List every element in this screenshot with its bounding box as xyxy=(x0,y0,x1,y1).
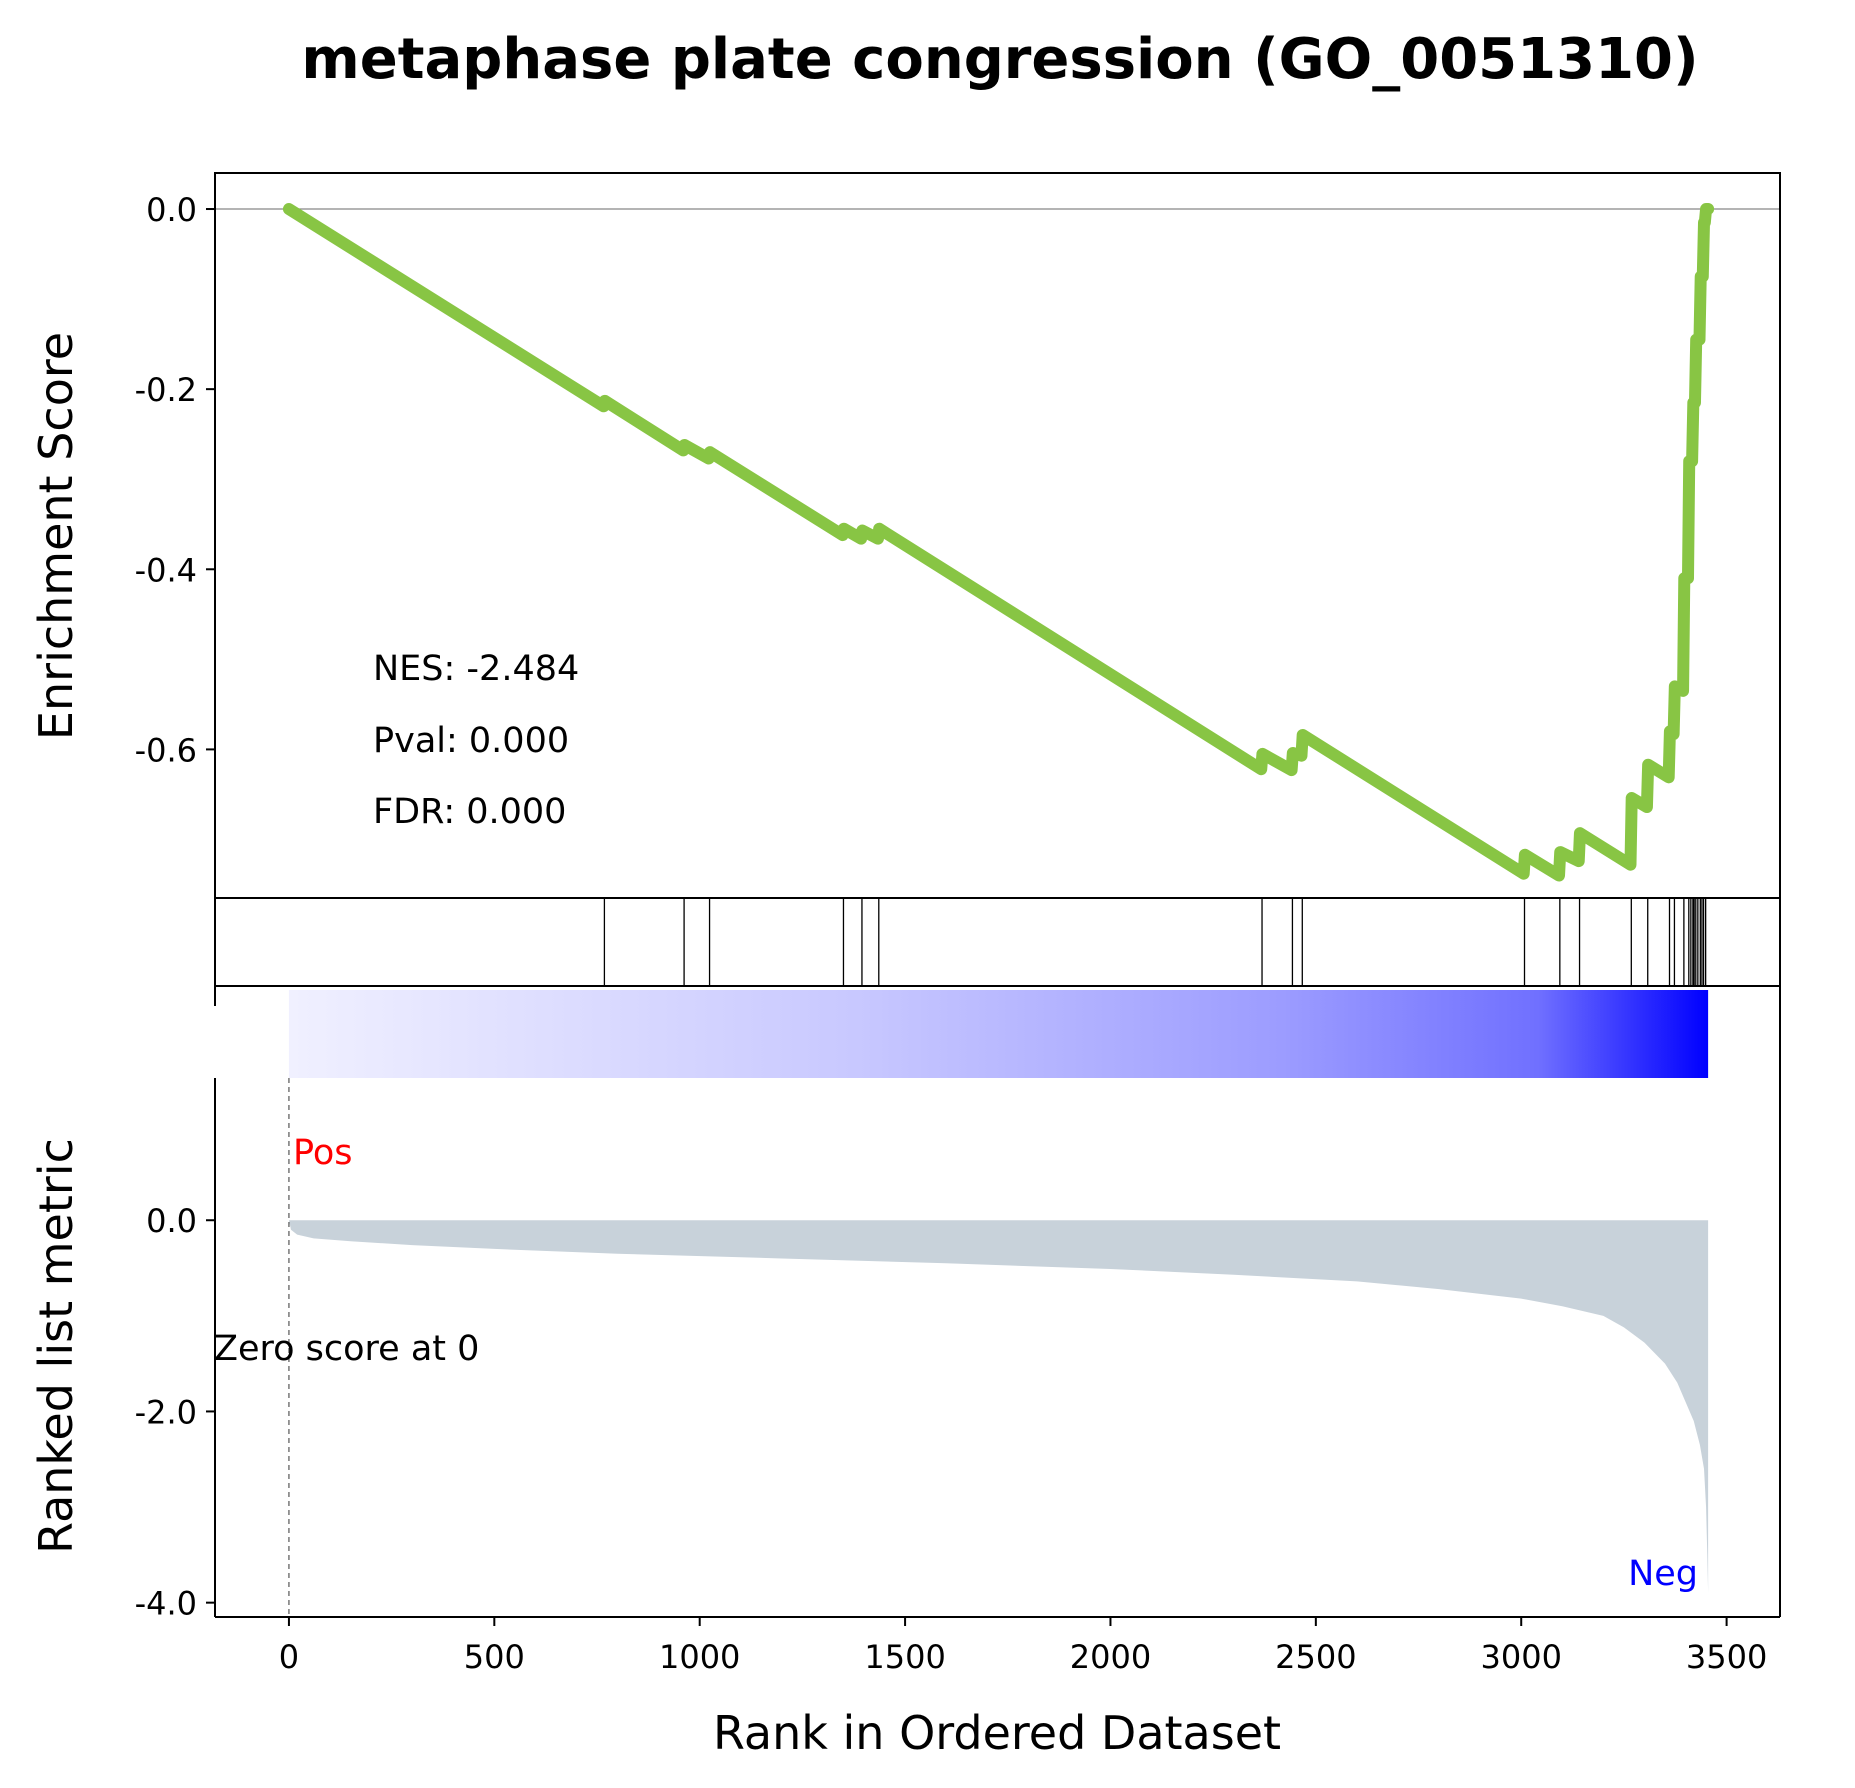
x-tick-label: 3500 xyxy=(1686,1638,1767,1676)
pos-label: Pos xyxy=(293,1133,353,1173)
running-enrichment-score-line xyxy=(282,203,1715,882)
x-tick-label: 2500 xyxy=(1275,1638,1356,1676)
metric-y-tick-label: -2.0 xyxy=(135,1393,197,1431)
es-y-tick-label: -0.6 xyxy=(135,731,197,769)
enrichment-panel-frame xyxy=(214,172,1781,899)
hits-panel xyxy=(214,897,1781,987)
es-y-ticks: 0.0 -0.2 -0.4 -0.6 xyxy=(135,191,215,769)
rank-heatmap-bar xyxy=(288,990,1709,1078)
x-tick-label: 0 xyxy=(279,1638,299,1676)
fdr-stat: FDR: 0.000 xyxy=(373,792,566,832)
zero-score-label: Zero score at 0 xyxy=(214,1329,479,1369)
enrichment-panel: 0.0-0.2-0.4-0.6 NES: -2.484 Pval: 0.000 … xyxy=(29,172,1781,899)
neg-label: Neg xyxy=(1628,1554,1698,1594)
es-y-tick-label: -0.2 xyxy=(135,371,197,409)
ranked-metric-fill xyxy=(288,1220,1709,1594)
metric-y-tick-label: 0.0 xyxy=(146,1202,197,1240)
x-tick-label: 2000 xyxy=(1070,1638,1151,1676)
pval-stat: Pval: 0.000 xyxy=(373,721,569,761)
es-y-tick-label: 0.0 xyxy=(146,191,197,229)
es-y-axis-label: Enrichment Score xyxy=(29,332,83,740)
metric-y-ticks: 0.0 -2.0 -4.0 xyxy=(135,1202,215,1623)
metric-y-axis-label: Ranked list metric xyxy=(29,1138,83,1554)
x-tick-label: 1500 xyxy=(864,1638,945,1676)
x-axis-label: Rank in Ordered Dataset xyxy=(713,1706,1281,1760)
nes-stat: NES: -2.484 xyxy=(373,649,579,689)
es-y-tick-label: -0.4 xyxy=(135,551,197,589)
metric-panel: Pos Zero score at 0 Neg 0.0 -2.0 -4.0 Rank… xyxy=(29,985,1781,1623)
x-tick-label: 1000 xyxy=(659,1638,740,1676)
hits-panel-frame xyxy=(214,897,1781,987)
chart-title: metaphase plate congression (GO_0051310) xyxy=(301,27,1698,92)
x-tick-label: 3000 xyxy=(1481,1638,1562,1676)
metric-y-tick-label: -4.0 xyxy=(135,1585,197,1623)
x-axis-ticks: 0 500 1000 1500 2000 2500 3000 3500 xyxy=(279,1617,1767,1676)
x-tick-label: 500 xyxy=(464,1638,525,1676)
hit-lines xyxy=(603,898,1707,986)
